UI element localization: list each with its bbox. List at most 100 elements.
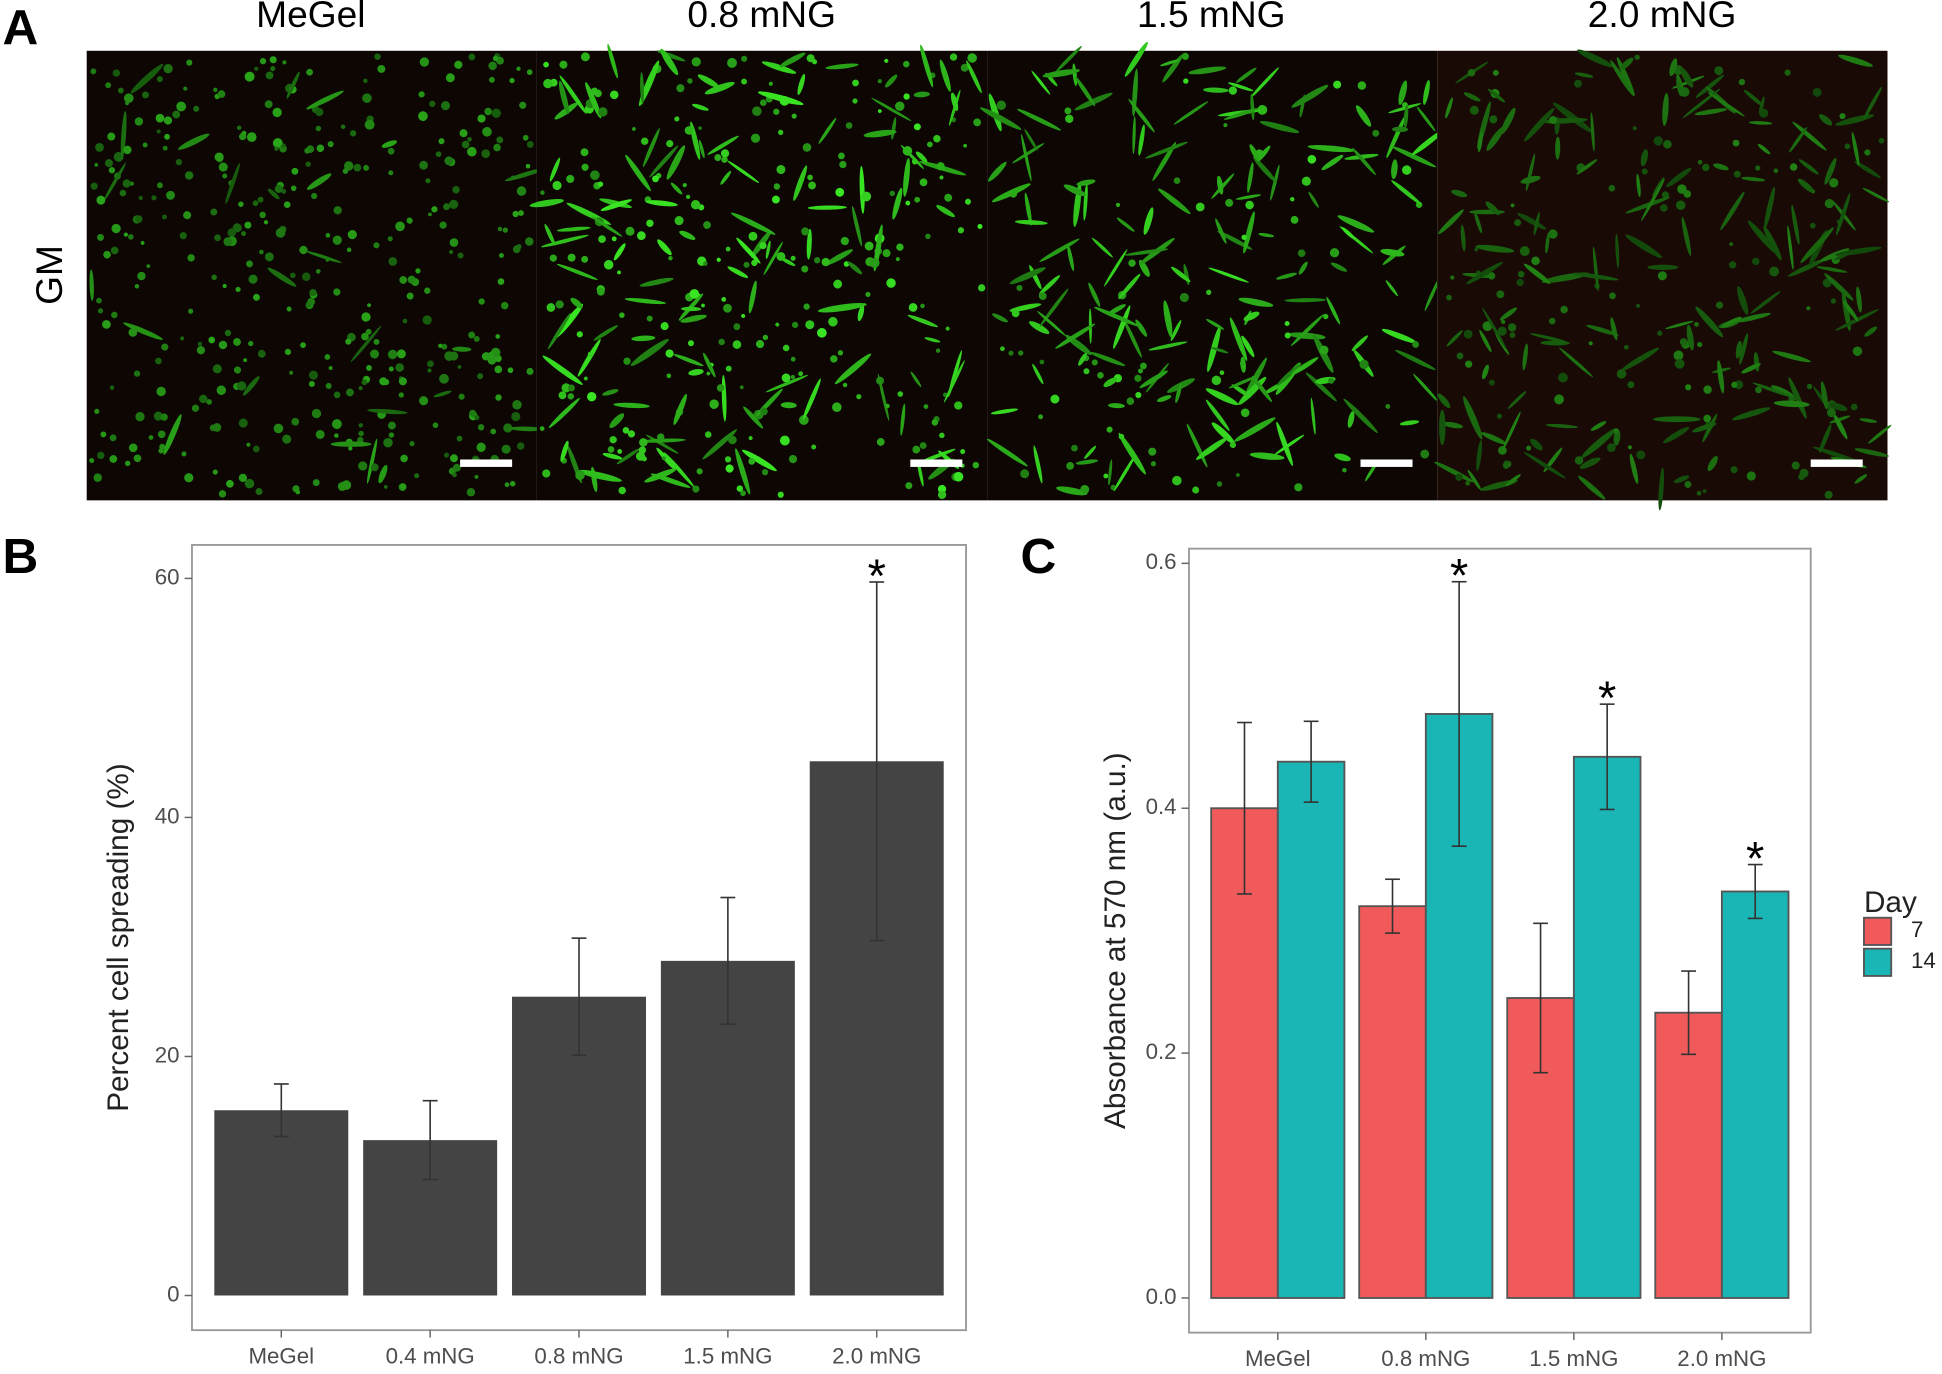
cell <box>123 145 132 155</box>
cell <box>1624 344 1629 350</box>
y-tick-label: 40 <box>155 803 180 828</box>
cell <box>94 163 99 167</box>
cell <box>1037 311 1066 337</box>
cell <box>990 408 1019 415</box>
cell <box>1748 121 1773 125</box>
cell <box>477 424 485 431</box>
cell <box>845 122 853 129</box>
cell <box>1548 229 1558 239</box>
cell <box>759 242 767 250</box>
cell <box>1148 341 1188 351</box>
cell <box>609 413 625 429</box>
cell <box>361 379 368 386</box>
cell <box>742 449 777 472</box>
cell <box>1787 225 1794 271</box>
cell <box>1717 360 1725 394</box>
cell <box>1526 445 1532 451</box>
cell <box>1455 473 1463 481</box>
y-tick-label: 0.0 <box>1146 1284 1177 1309</box>
bar <box>1276 760 1346 1299</box>
cell <box>635 451 646 461</box>
cell <box>1517 212 1547 230</box>
cell <box>333 288 341 296</box>
cell <box>1501 319 1506 324</box>
cell <box>349 130 357 137</box>
cell <box>999 346 1005 352</box>
cell <box>1217 230 1253 250</box>
cell <box>156 182 163 189</box>
cell <box>793 165 808 201</box>
cell <box>97 308 104 314</box>
cell <box>876 438 885 446</box>
cell <box>427 360 434 368</box>
cell <box>915 151 928 163</box>
cell <box>1636 173 1641 198</box>
cell <box>206 399 212 405</box>
cell <box>258 349 265 356</box>
cell <box>381 140 398 148</box>
cell <box>1554 394 1564 405</box>
cell <box>1549 116 1557 124</box>
cell <box>842 382 848 388</box>
cell <box>1063 184 1086 197</box>
cell <box>1172 475 1182 486</box>
cell <box>362 93 372 103</box>
cell <box>598 107 608 117</box>
cell <box>1412 340 1420 348</box>
cell <box>134 284 140 289</box>
error-bar <box>1747 863 1763 920</box>
cell <box>1065 114 1074 124</box>
cell <box>191 404 200 412</box>
cell <box>1476 270 1481 275</box>
cell <box>1395 349 1436 371</box>
cell <box>1615 233 1620 269</box>
cell <box>1465 480 1471 486</box>
cell <box>1009 303 1042 312</box>
cell <box>775 322 780 327</box>
cell <box>953 471 964 482</box>
cell <box>1439 409 1446 446</box>
cell <box>330 441 372 447</box>
cell <box>897 391 904 397</box>
cell <box>265 71 274 80</box>
cell <box>1838 54 1873 67</box>
cell <box>1791 461 1800 470</box>
cell <box>311 408 322 419</box>
cell <box>363 164 370 171</box>
cell <box>218 490 227 498</box>
cell <box>555 300 564 309</box>
cell <box>104 159 113 168</box>
cell <box>1476 440 1483 472</box>
cell <box>798 415 809 425</box>
cell <box>103 162 126 201</box>
cell <box>1834 252 1849 261</box>
cell <box>120 110 127 160</box>
cell <box>833 279 843 289</box>
cell <box>1330 262 1348 272</box>
cell <box>666 373 672 379</box>
cell <box>1118 432 1146 475</box>
cell <box>988 161 1007 182</box>
cell <box>1456 352 1464 360</box>
cell <box>449 351 459 361</box>
cell <box>282 60 287 65</box>
cell <box>1135 319 1148 337</box>
cell <box>1192 486 1200 494</box>
cell <box>973 118 982 127</box>
cell <box>743 261 750 268</box>
cell <box>1078 352 1087 366</box>
cell <box>1520 175 1541 184</box>
cell <box>449 250 454 255</box>
cell <box>977 284 986 292</box>
cell <box>1658 467 1665 511</box>
cell <box>1523 263 1551 284</box>
cell <box>1588 341 1593 346</box>
cell <box>238 473 248 483</box>
cell <box>1173 177 1181 184</box>
cell <box>966 60 982 94</box>
cell <box>267 267 297 287</box>
cell <box>986 438 1028 467</box>
cell <box>640 137 649 145</box>
cell <box>358 386 363 391</box>
cell <box>315 125 322 132</box>
